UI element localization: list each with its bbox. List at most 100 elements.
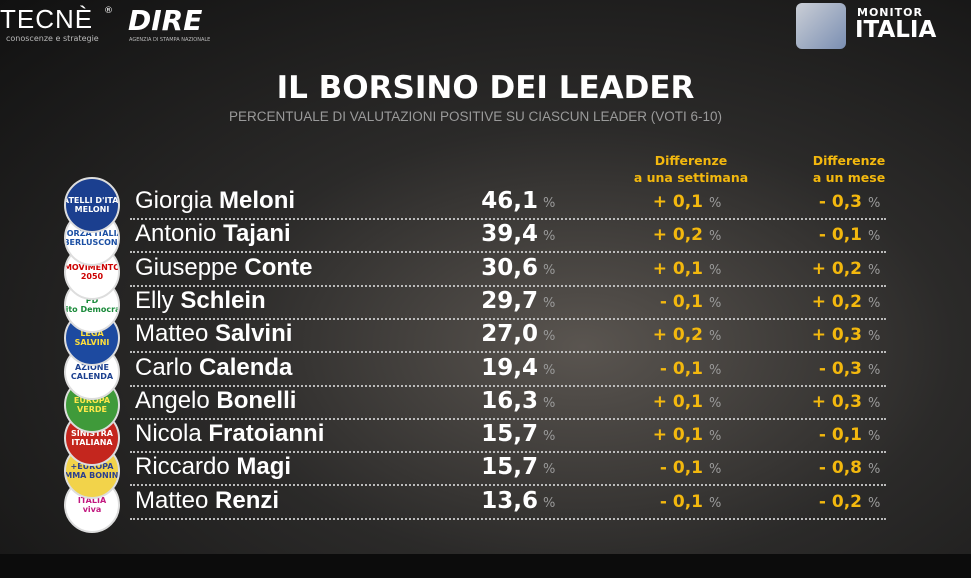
first-name: Matteo [135,320,209,348]
logo-text: FORZA ITALIA [64,229,120,239]
italia-text: ITALIA [855,17,937,43]
logo-text: PD [85,295,99,305]
week-diff: + 0,2 [652,225,703,246]
row-separator [130,417,886,420]
month-diff: - 0,3 [818,192,862,212]
unit: % [543,295,556,311]
week-diff: - 0,1 [659,458,703,479]
subtitle: PERCENTUALE DI VALUTAZIONI POSITIVE SU C… [228,109,723,124]
logo-text: AZIONE [75,362,109,372]
bottom-strip [0,554,971,578]
value: 46,1 [481,188,538,214]
unit: % [543,462,556,478]
title: IL BORSINO DEI LEADER [276,70,695,106]
first-name: Riccardo [135,453,230,481]
month-diff: + 0,3 [811,391,862,412]
value: 19,4 [481,354,538,381]
value: 16,3 [481,387,538,414]
week-diff: - 0,1 [659,491,703,512]
first-name: Giorgia [135,187,213,214]
unit: % [543,196,556,211]
logo-text: MELONI [74,205,110,214]
first-name: Antonio [135,220,217,248]
unit: % [709,295,722,311]
week-diff: + 0,1 [652,192,703,212]
unit: % [868,196,881,211]
leader-name: Giuseppe Conte [135,254,312,282]
unit: % [543,429,556,445]
month-diff: + 0,2 [811,291,862,312]
leader-name: Elly Schlein [135,287,266,315]
unit: % [543,395,556,411]
monitor-text: MONITOR [857,6,923,19]
unit: % [709,196,722,211]
last-name: Tajani [223,220,291,248]
leader-name: Angelo Bonelli [135,387,296,415]
dire-logo: DIRE [128,4,203,37]
unit: % [868,295,881,311]
logo-text: Partito Democratico [65,304,120,314]
unit: % [868,362,881,378]
row-separator [130,517,886,520]
month-diff: - 0,2 [818,491,862,512]
logo-text: 2050 [80,271,104,281]
column-header: Differenze a una settimana [611,152,771,186]
leader-name: Matteo Salvini [135,320,292,348]
logo-text: SINISTRA [71,429,113,439]
unit: % [543,229,556,245]
unit: % [709,229,722,245]
value: 13,6 [481,487,538,514]
logo-text: CALENDA [70,371,114,381]
tecne-sub: conoscenze e strategie [6,34,99,43]
first-name: Matteo [135,486,209,514]
month-diff: - 0,1 [818,225,862,246]
first-name: Angelo [135,386,210,414]
leader-name: Matteo Renzi [135,487,279,515]
month-diff: - 0,8 [818,458,862,479]
last-name: Salvini [215,320,293,348]
logo-text: EMMA BONINO [64,471,119,481]
tecne-reg: ® [104,6,113,16]
unit: % [868,229,881,245]
logo-text: viva [82,504,102,514]
month-diff: - 0,1 [818,425,862,446]
week-diff: + 0,2 [652,325,703,346]
first-name: Giuseppe [135,253,238,281]
value: 29,7 [481,287,538,314]
header-line: a un mese [812,170,886,185]
unit: % [868,462,881,478]
unit: % [868,329,881,345]
leader-name: Giorgia Meloni [135,187,295,215]
week-diff: - 0,1 [659,291,703,312]
last-name: Meloni [219,187,296,214]
row-separator [130,284,886,287]
unit: % [709,329,722,345]
unit: % [543,329,556,345]
unit: % [868,262,881,278]
week-diff: + 0,1 [652,258,703,279]
unit: % [709,262,722,278]
logo-text: MOVIMENTO [64,262,120,272]
row-separator [130,351,886,354]
leader-name: Carlo Calenda [135,354,292,382]
value: 27,0 [481,321,538,348]
logo-text: SALVINI [74,338,110,348]
last-name: Schlein [180,286,266,314]
value: 39,4 [481,221,538,248]
unit: % [543,495,556,511]
row-separator [130,251,886,254]
first-name: Nicola [135,420,202,448]
unit: % [709,362,722,378]
unit: % [543,362,556,378]
dire-sub: AGENZIA DI STAMPA NAZIONALE [129,37,211,43]
header-line: Differenze [654,153,728,168]
unit: % [709,395,722,411]
unit: % [868,395,881,411]
last-name: Bonelli [216,386,297,414]
row-separator [130,484,886,487]
logo-text: BERLUSCONI [64,238,120,248]
last-name: Conte [244,253,313,281]
header-line: Differenze [812,153,886,168]
logo-text: ITALIA [77,495,107,505]
